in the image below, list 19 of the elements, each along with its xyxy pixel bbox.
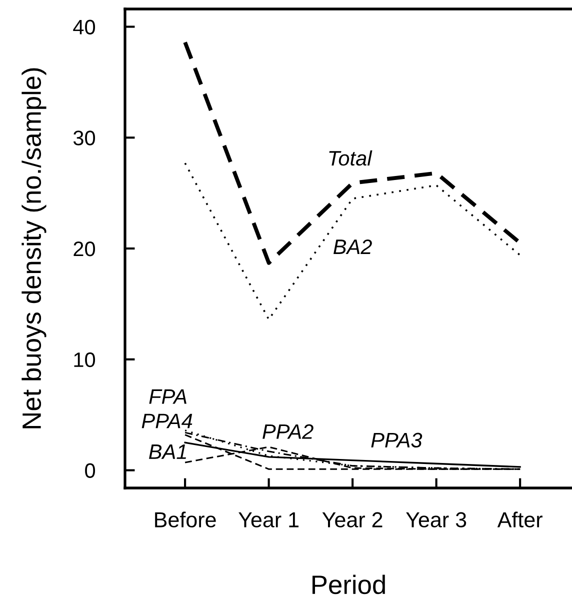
series-label: Total [329, 150, 372, 166]
x-tick-label: Before [155, 512, 216, 528]
y-tick-label: 30 [73, 130, 96, 146]
series-label: FPA [149, 389, 186, 404]
y-tick-label: 0 [85, 463, 96, 478]
y-tick-label: 20 [74, 242, 96, 256]
series-label: PPA4 [142, 414, 192, 428]
series-label: BA1 [149, 444, 186, 459]
series-label: BA2 [334, 239, 372, 254]
y-axis-title: Net buoys density (no./sample) [22, 68, 46, 428]
y-tick-label: 10 [74, 352, 96, 368]
y-tick-label: 40 [73, 20, 96, 34]
x-axis-title: Period [312, 574, 385, 594]
series-label: PPA3 [371, 432, 422, 448]
x-tick-label: Year 1 [238, 512, 298, 528]
x-tick-label: After [497, 512, 542, 528]
x-tick-label: Year 2 [322, 512, 382, 528]
x-tick-label: Year 3 [406, 512, 466, 528]
series-label: PPA2 [262, 424, 314, 439]
